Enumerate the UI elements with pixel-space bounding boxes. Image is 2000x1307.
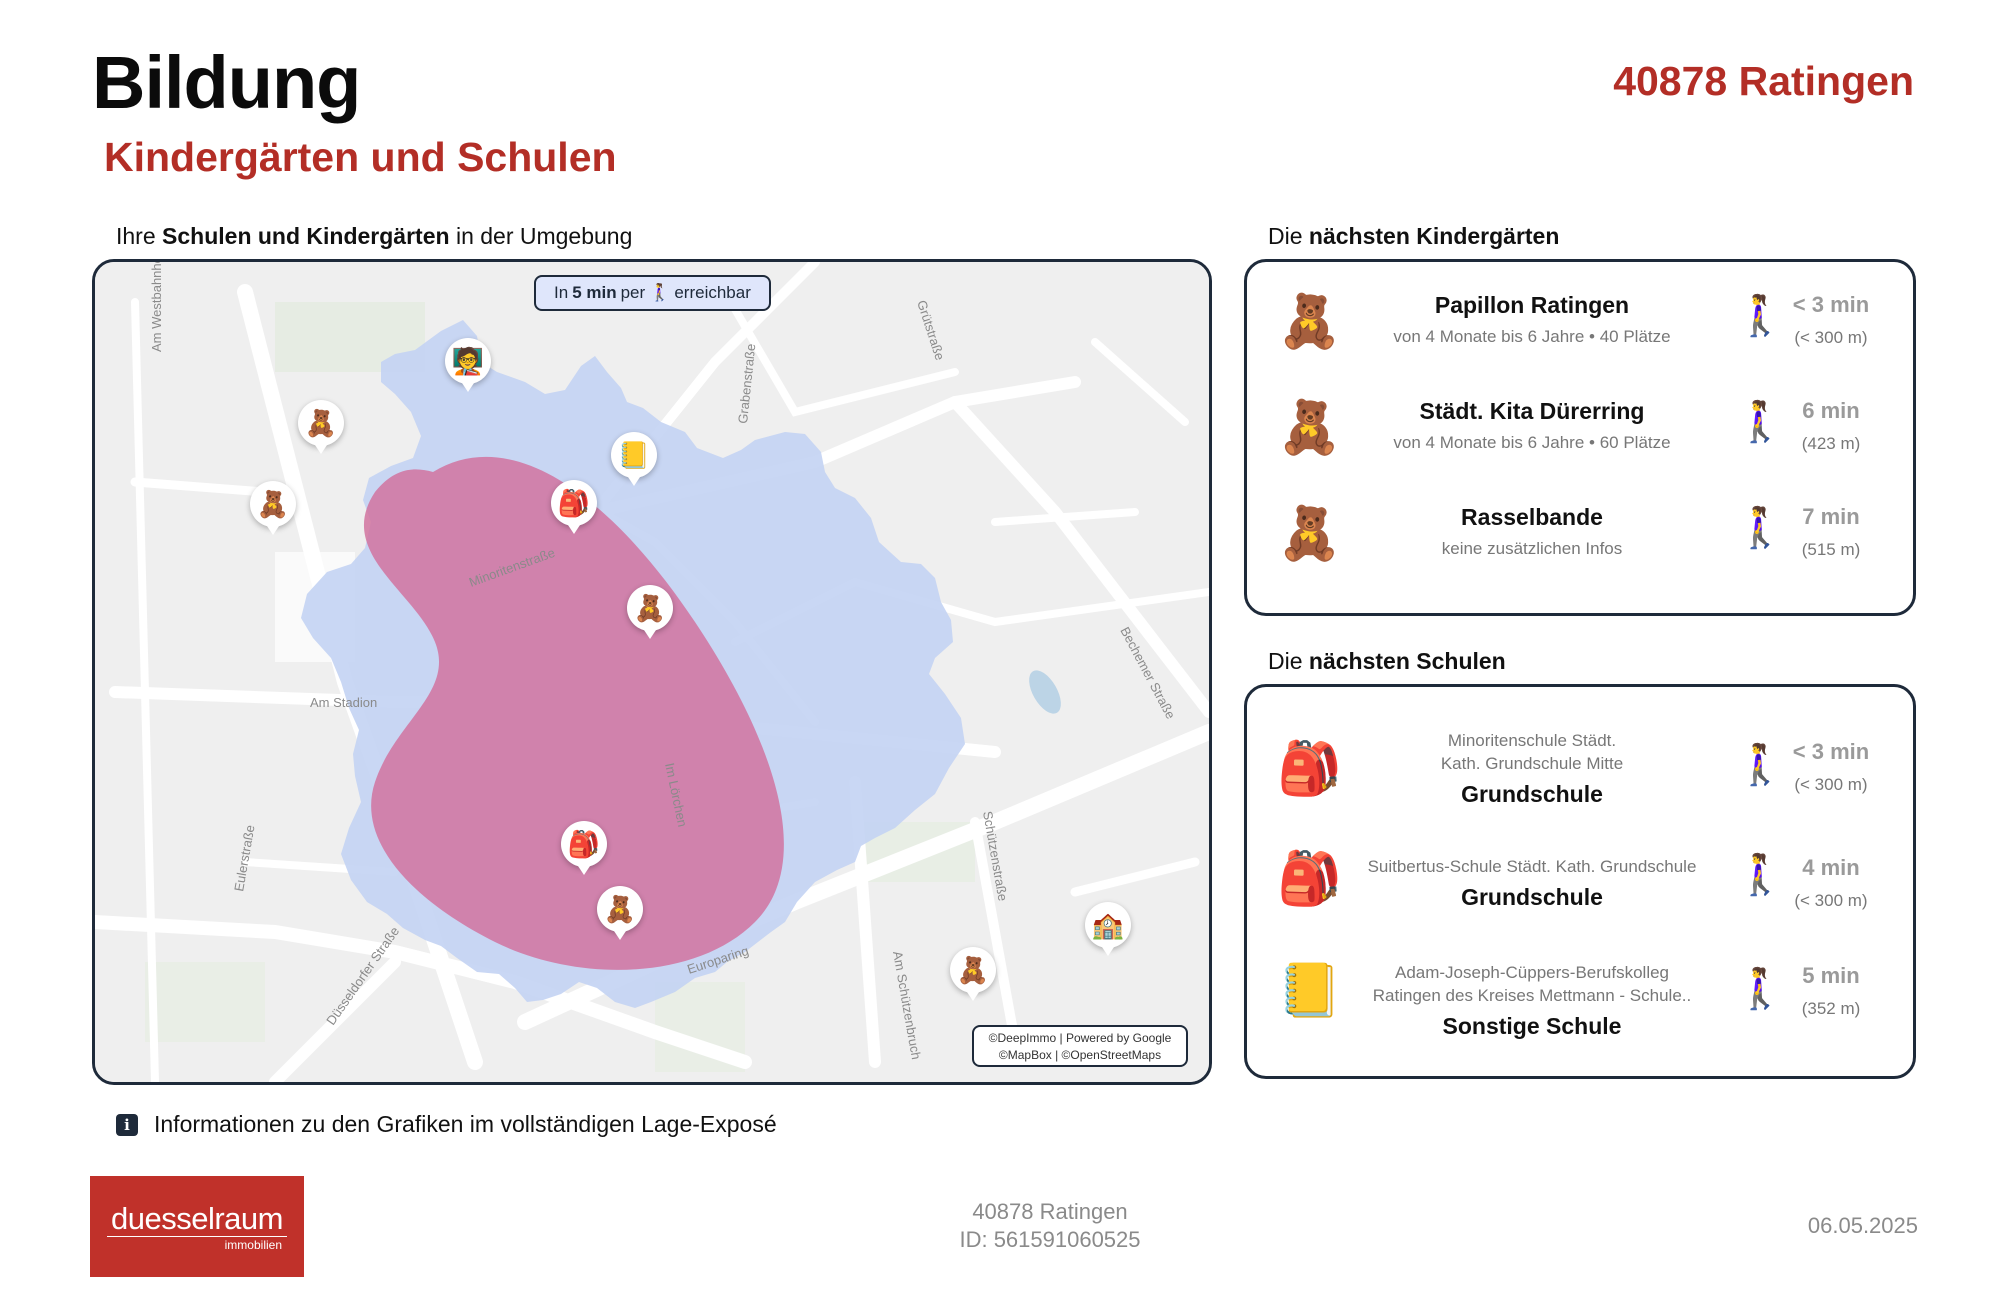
school-type: Sonstige Schule (1442, 1013, 1622, 1039)
info-icon: i (116, 1113, 138, 1136)
walk-distance: (< 300 m) (1794, 328, 1868, 347)
school-building-icon[interactable]: 🏫 (1085, 902, 1131, 956)
school-name: Ratingen des Kreises Mettmann - Schule.. (1372, 986, 1692, 1005)
kindergartens-card: 🧸 Papillon Ratingen von 4 Monate bis 6 J… (1244, 259, 1916, 616)
walk-distance: (< 300 m) (1794, 775, 1868, 794)
backpack-icon: 🎒 (1277, 850, 1342, 908)
page-subtitle: Kindergärten und Schulen (104, 134, 617, 180)
kindergarten-item[interactable]: 🧸 Papillon Ratingen von 4 Monate bis 6 J… (1247, 292, 1913, 392)
walking-person-icon: 🚶‍♀️ (649, 283, 671, 302)
notebook-icon[interactable]: 📒 (611, 432, 657, 486)
school-item[interactable]: 📒 Adam-Joseph-Cüppers-Berufskolleg Ratin… (1247, 961, 1913, 1061)
kindergarten-item[interactable]: 🧸 Rasselbande keine zusätzlichen Infos 🚶… (1247, 504, 1913, 604)
walking-person-icon: 🚶‍♀️ (1735, 294, 1785, 338)
walking-person-icon: 🚶‍♀️ (1735, 506, 1785, 550)
school-name: Minoritenschule Städt. (1447, 731, 1617, 750)
kindergarten-detail: keine zusätzlichen Infos (1441, 539, 1623, 558)
walk-distance: (< 300 m) (1794, 891, 1868, 910)
walking-person-icon: 🚶‍♀️ (1735, 400, 1785, 444)
school-name: Suitbertus-Schule Städt. Kath. Grundschu… (1367, 857, 1697, 876)
walk-distance: (352 m) (1801, 999, 1861, 1018)
teddy-bear-icon: 🧸 (1277, 293, 1342, 351)
schools-card: 🎒 Minoritenschule Städt. Kath. Grundschu… (1244, 684, 1916, 1079)
walk-time: 7 min (1802, 504, 1860, 529)
street-label: Am Westbahnhof (149, 262, 164, 352)
teddy-bear-icon[interactable]: 🧸 (250, 481, 296, 535)
school-item[interactable]: 🎒 Minoritenschule Städt. Kath. Grundschu… (1247, 729, 1913, 829)
teddy-bear-icon[interactable]: 🧸 (298, 400, 344, 454)
teddy-bear-icon[interactable]: 🧸 (950, 947, 996, 1001)
backpack-icon[interactable]: 🎒 (551, 480, 597, 534)
kindergarten-detail: von 4 Monate bis 6 Jahre • 40 Plätze (1393, 327, 1671, 346)
teddy-bear-icon: 🧸 (1277, 399, 1342, 457)
page-title: Bildung (92, 41, 361, 124)
teddy-bear-icon[interactable]: 🧸 (627, 585, 673, 639)
footer-date: 06.05.2025 (1807, 1213, 1918, 1238)
kindergarten-name: Rasselbande (1461, 504, 1603, 530)
location-title: 40878 Ratingen (1613, 58, 1914, 104)
walking-person-icon: 🚶‍♀️ (1735, 743, 1785, 787)
footer-address: 40878 Ratingen ID: 561591060525 (900, 1198, 1200, 1254)
info-note: i Informationen zu den Grafiken im volls… (116, 1111, 777, 1138)
kindergarten-detail: von 4 Monate bis 6 Jahre • 60 Plätze (1393, 433, 1671, 452)
teddy-bear-icon: 🧸 (1277, 505, 1342, 563)
walk-time: 4 min (1802, 855, 1860, 880)
company-logo: duesselraum immobilien (90, 1176, 304, 1277)
kindergartens-label: Die nächsten Kindergärten (1268, 223, 1560, 249)
school-name: Kath. Grundschule Mitte (1440, 754, 1624, 773)
street-label: Am Stadion (310, 695, 377, 710)
walk-time: < 3 min (1792, 292, 1870, 317)
map[interactable]: Am Westbahnhof Grütstraße Grabenstraße M… (92, 259, 1212, 1085)
walk-time: < 3 min (1792, 739, 1870, 764)
school-item[interactable]: 🎒 Suitbertus-Schule Städt. Kath. Grundsc… (1247, 850, 1913, 955)
reach-badge: In 5 min per 🚶‍♀️ erreichbar (534, 275, 771, 311)
school-name: Adam-Joseph-Cüppers-Berufskolleg (1394, 963, 1670, 982)
blackboard-icon[interactable]: 🧑‍🏫 (445, 338, 491, 392)
notebook-icon: 📒 (1277, 962, 1342, 1020)
walk-distance: (423 m) (1801, 434, 1861, 453)
teddy-bear-icon[interactable]: 🧸 (597, 886, 643, 940)
backpack-icon: 🎒 (1277, 740, 1342, 798)
school-type: Grundschule (1461, 781, 1603, 807)
walking-person-icon: 🚶‍♀️ (1735, 967, 1785, 1011)
map-section-label: Ihre Schulen und Kindergärten in der Umg… (116, 223, 633, 249)
kindergarten-item[interactable]: 🧸 Städt. Kita Dürerring von 4 Monate bis… (1247, 398, 1913, 498)
map-canvas[interactable]: Am Westbahnhof Grütstraße Grabenstraße M… (95, 262, 1209, 1082)
kindergarten-name: Papillon Ratingen (1434, 292, 1630, 318)
school-type: Grundschule (1461, 884, 1603, 910)
kindergarten-name: Städt. Kita Dürerring (1419, 398, 1645, 424)
walk-time: 5 min (1802, 963, 1860, 988)
walk-time: 6 min (1802, 398, 1860, 423)
walking-person-icon: 🚶‍♀️ (1735, 853, 1785, 897)
info-text: Informationen zu den Grafiken im vollstä… (154, 1111, 777, 1137)
backpack-icon[interactable]: 🎒 (561, 821, 607, 875)
walk-distance: (515 m) (1801, 540, 1861, 559)
map-attribution: ©DeepImmo | Powered by Google ©MapBox | … (972, 1025, 1188, 1067)
schools-label: Die nächsten Schulen (1268, 648, 1506, 674)
listing-id: ID: 561591060525 (959, 1227, 1141, 1252)
